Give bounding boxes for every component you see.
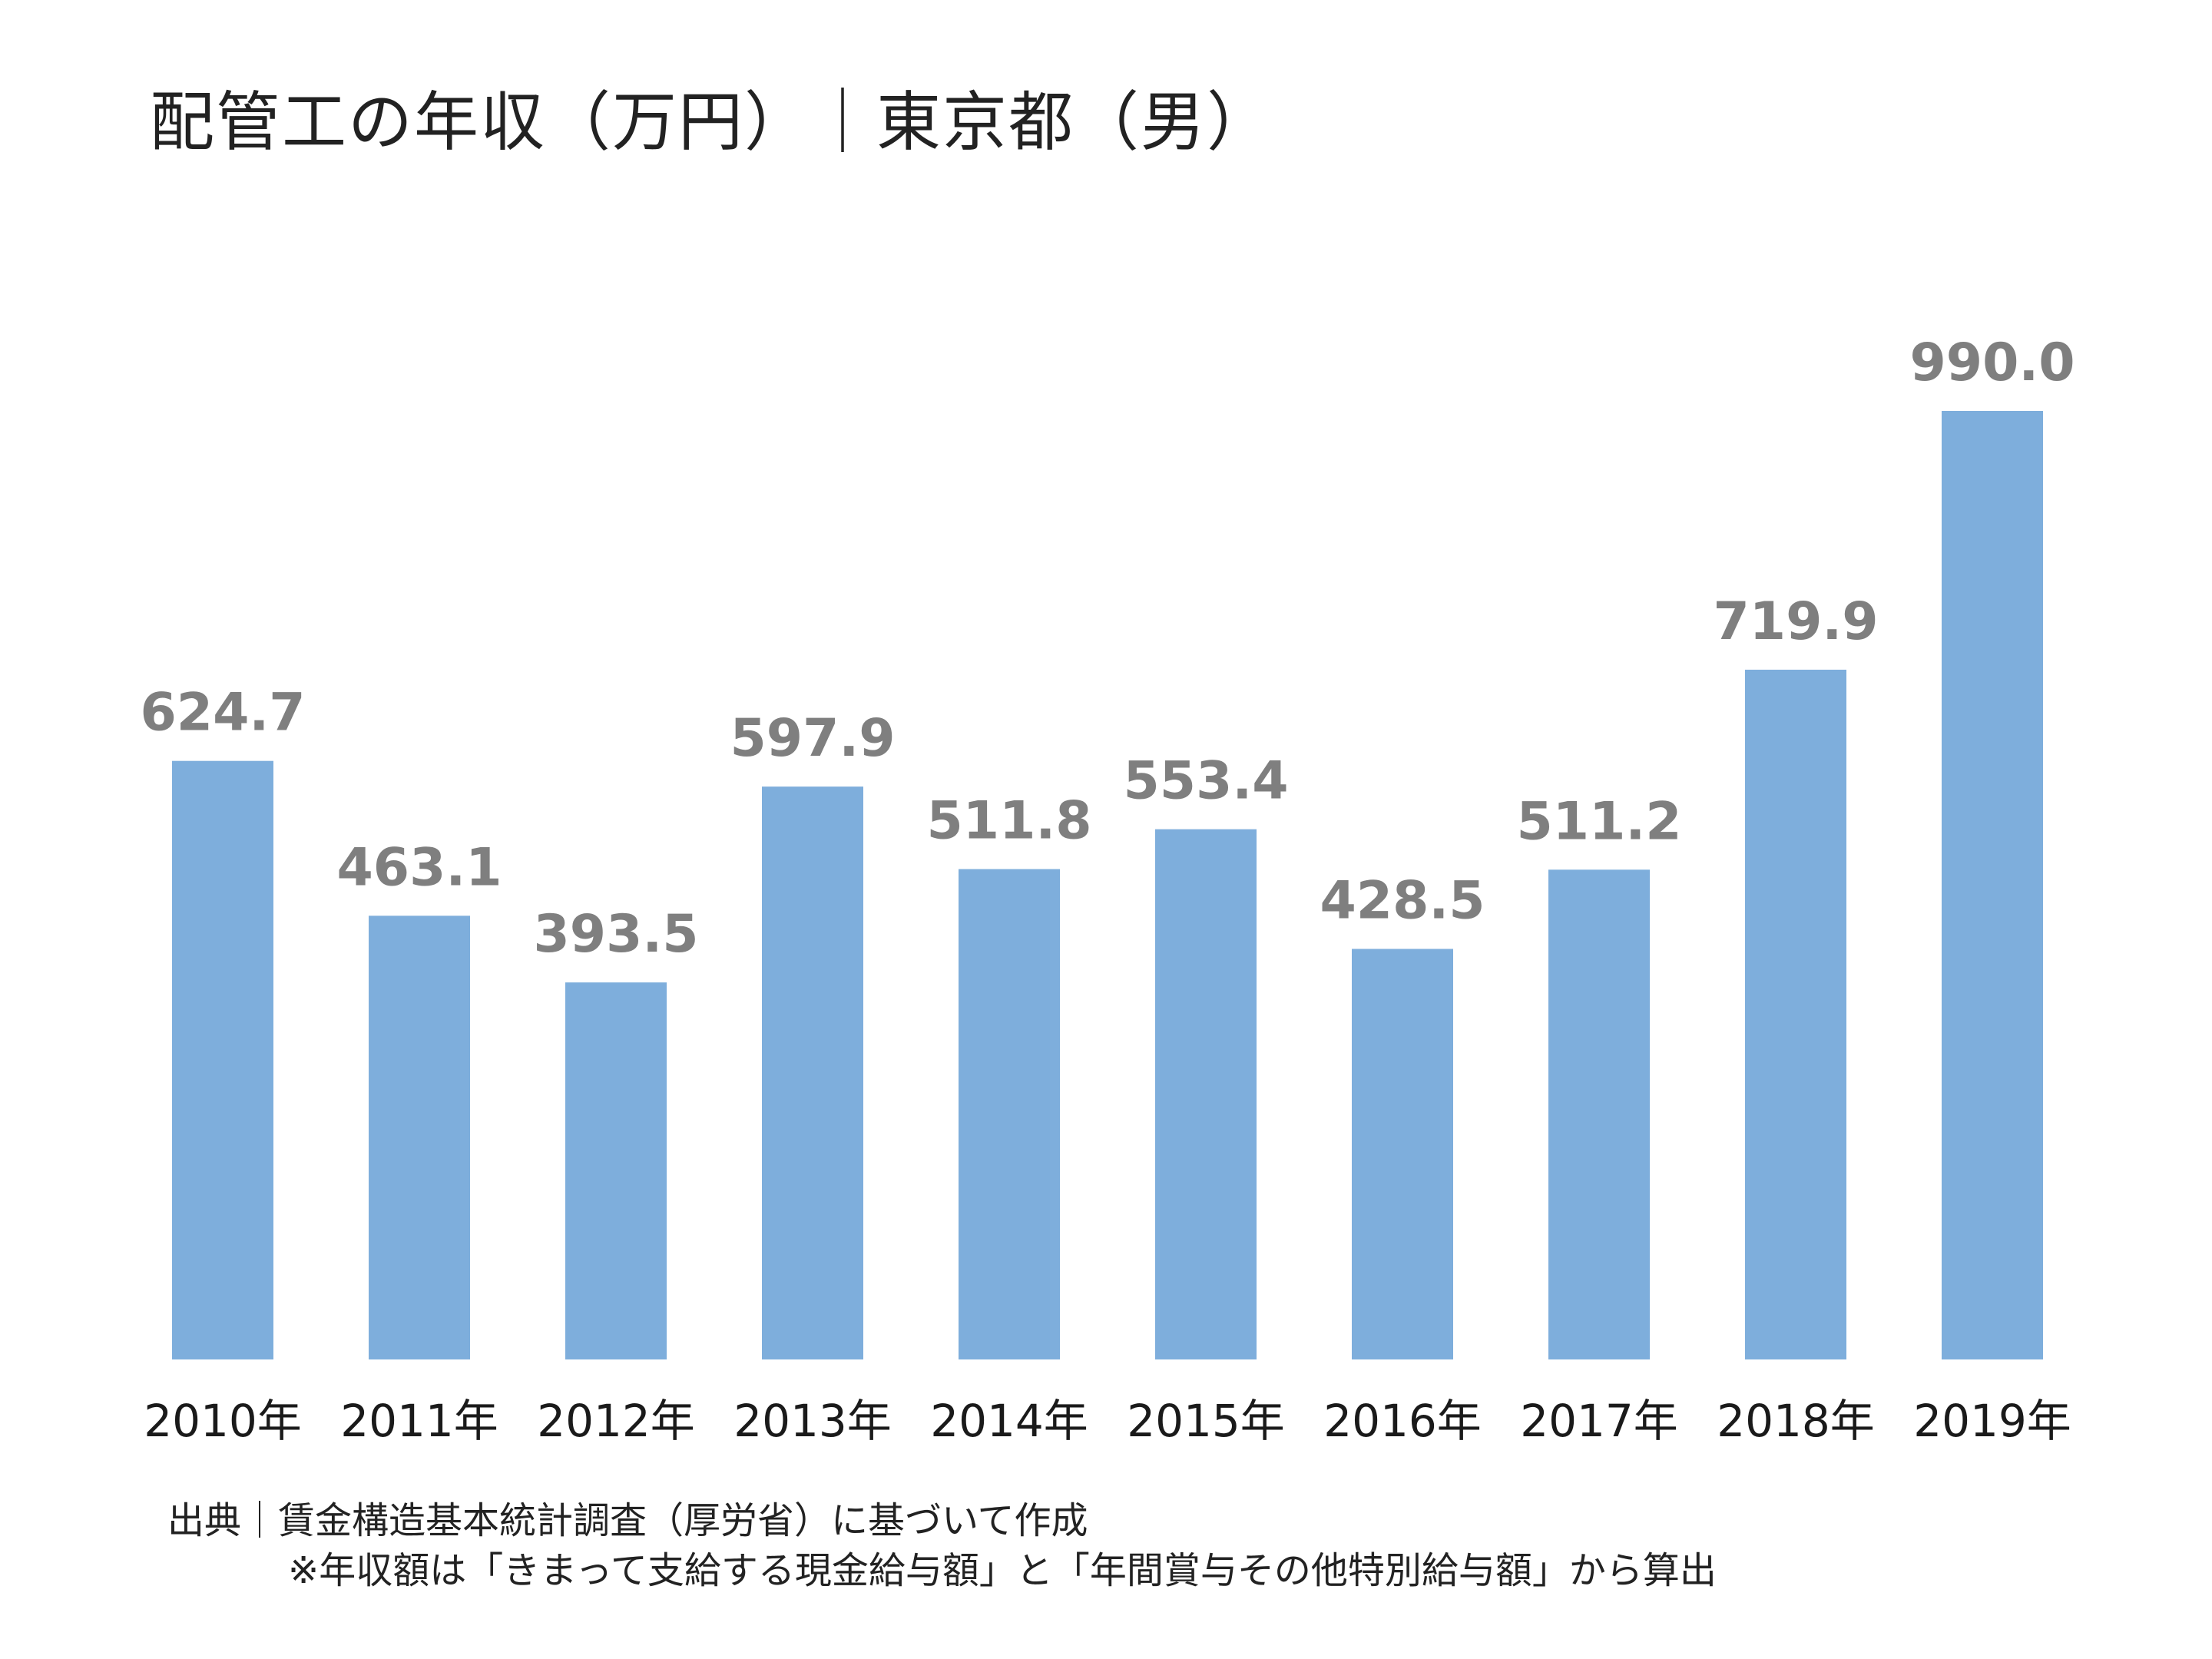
bar-1 xyxy=(172,760,273,1359)
value-label-1: 624.7 xyxy=(140,683,305,743)
x-tick-label-9: 2018年 xyxy=(1717,1395,1875,1447)
bar-6 xyxy=(1155,829,1257,1359)
x-tick-label-5: 2014年 xyxy=(930,1395,1088,1447)
chart-title: 配管工の年収（万円）｜東京都（男） xyxy=(150,84,1273,160)
x-tick-label-8: 2017年 xyxy=(1520,1395,1678,1447)
bar-5 xyxy=(959,869,1060,1359)
value-label-2: 463.1 xyxy=(336,837,502,898)
x-tick-label-1: 2010年 xyxy=(144,1395,302,1447)
value-label-3: 393.5 xyxy=(533,904,698,965)
value-labels-group: 624.7 463.1 393.5 597.9 511.8 553.4 428.5 511.2… xyxy=(140,333,2075,965)
value-label-7: 428.5 xyxy=(1320,870,1485,931)
x-tick-label-3: 2012年 xyxy=(537,1395,695,1447)
value-label-6: 553.4 xyxy=(1123,751,1288,812)
bar-10 xyxy=(1942,411,2043,1359)
bar-7 xyxy=(1352,949,1453,1359)
calculation-note: ※年収額は「きまって支給する現金給与額」と「年間賞与その他特別給与額」から算出 xyxy=(288,1549,1717,1592)
x-tick-label-7: 2016年 xyxy=(1323,1395,1482,1447)
bars-group xyxy=(172,411,2043,1359)
bar-9 xyxy=(1745,669,1846,1359)
value-label-5: 511.8 xyxy=(926,791,1091,852)
x-tick-label-4: 2013年 xyxy=(733,1395,892,1447)
value-label-10: 990.0 xyxy=(1909,333,2075,393)
value-label-9: 719.9 xyxy=(1713,591,1878,652)
tick-labels-group: 2010年 2011年 2012年 2013年 2014年 2015年 2016年 2017年… xyxy=(144,1395,2071,1447)
x-tick-label-10: 2019年 xyxy=(1913,1395,2071,1447)
source-note: 出典｜賃金構造基本統計調査（厚労省）に基づいて作成 xyxy=(167,1499,1088,1542)
value-label-4: 597.9 xyxy=(730,708,895,769)
value-label-8: 511.2 xyxy=(1516,791,1681,852)
bar-2 xyxy=(369,916,470,1359)
x-tick-label-2: 2011年 xyxy=(340,1395,498,1447)
bar-8 xyxy=(1548,869,1650,1359)
bar-3 xyxy=(565,982,667,1359)
x-tick-label-6: 2015年 xyxy=(1127,1395,1285,1447)
bar-4 xyxy=(762,786,863,1359)
